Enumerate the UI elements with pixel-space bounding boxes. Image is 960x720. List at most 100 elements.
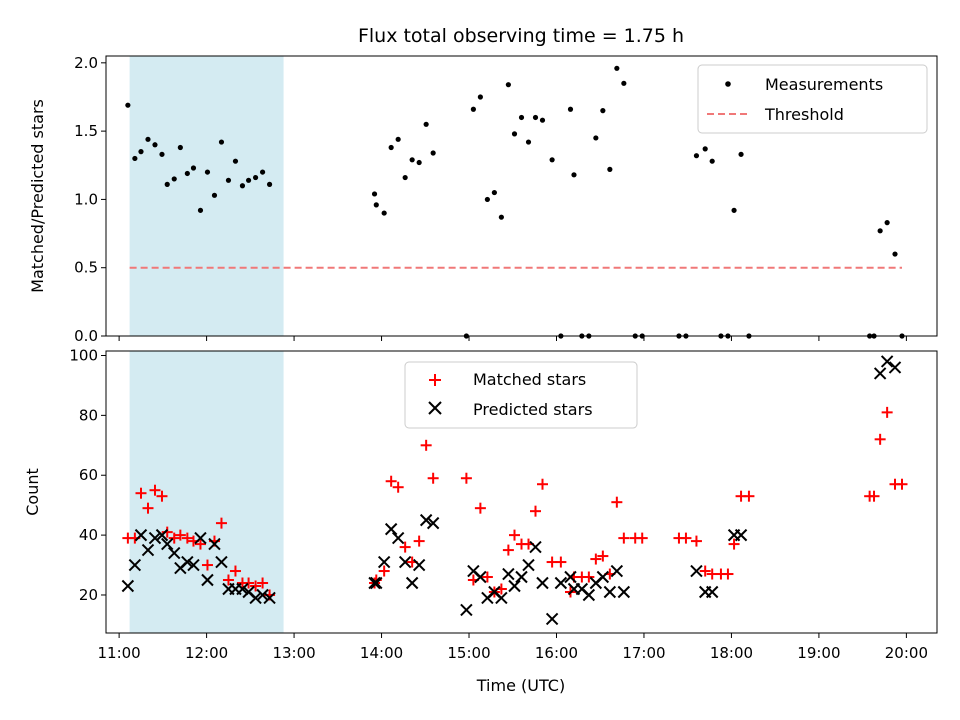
predicted-star-point [522, 558, 535, 572]
predicted-star-point [564, 570, 577, 584]
top-x-ticks [118, 336, 907, 341]
measurement-point [381, 210, 387, 216]
predicted-star-point [405, 576, 419, 590]
measurement-point [525, 139, 532, 145]
matched-star-point [257, 577, 269, 589]
matched-star-point [194, 538, 206, 550]
measurement-point [145, 136, 151, 142]
measurement-point [266, 181, 273, 187]
matched-star-point [728, 538, 740, 550]
bottom-axes-frame [105, 350, 938, 634]
measurement-point [484, 196, 490, 203]
matched-star-point [502, 544, 514, 556]
measurement-point [877, 228, 883, 234]
bottom-y-tick-label: 20 [79, 586, 98, 604]
legend-predicted-marker [428, 401, 442, 415]
top-y-tick-label: 0.5 [74, 259, 98, 277]
matched-star-point [509, 529, 521, 541]
legend-matched-label: Matched stars [473, 370, 586, 389]
bottom-y-ticks: 20 40 60 80 100 [69, 346, 106, 604]
predicted-star-point [617, 585, 631, 599]
predicted-star-point [529, 540, 542, 554]
predicted-star-point [201, 573, 214, 587]
predicted-star-point [495, 591, 508, 605]
x-tick-label: 14:00 [360, 644, 403, 662]
measurement-point [138, 149, 144, 155]
bottom-shaded-interval [129, 351, 284, 633]
x-tick-label: 19:00 [797, 644, 840, 662]
measurement-point [567, 106, 574, 112]
measurement-point [614, 65, 620, 71]
matched-star-point [636, 532, 648, 544]
matched-star-point [481, 571, 493, 583]
bottom-y-tick-label: 60 [79, 466, 98, 484]
bottom-legend-box [404, 361, 638, 429]
x-tick-label: 12:00 [185, 644, 228, 662]
predicted-star-point [880, 355, 894, 368]
measurement-point [470, 106, 476, 112]
measurement-point [225, 177, 232, 183]
top-legend-box [697, 64, 928, 134]
predicted-star-point [398, 555, 412, 569]
predicted-stars-points [121, 355, 902, 626]
measurement-point [177, 144, 183, 151]
matched-star-point [529, 505, 541, 517]
measurement-point [600, 108, 606, 114]
matched-star-point [229, 565, 241, 577]
bottom-y-tick-label: 100 [69, 346, 98, 364]
predicted-star-point [460, 603, 473, 617]
matched-star-point [474, 502, 486, 514]
predicted-star-point [208, 537, 221, 551]
predicted-star-point [215, 555, 228, 569]
x-axis-label: Time (UTC) [476, 676, 565, 695]
predicted-star-point [194, 531, 207, 545]
legend-threshold-label: Threshold [764, 105, 844, 124]
matched-star-point [536, 478, 548, 490]
measurement-point [884, 220, 890, 226]
measurement-point [702, 146, 708, 152]
x-tick-label: 16:00 [535, 644, 578, 662]
measurement-point [197, 207, 204, 213]
measurement-point [498, 214, 504, 220]
measurement-point [693, 153, 700, 159]
matched-star-point [868, 490, 880, 502]
measurement-point [395, 136, 401, 142]
top-panel: 0.00.51.01.52.0 Matched/Predicted stars … [28, 54, 938, 345]
top-y-tick-label: 0.0 [74, 327, 98, 345]
matched-star-point [420, 439, 432, 451]
measurement-point [416, 159, 422, 166]
matched-star-point [378, 565, 390, 577]
x-tick-label: 15:00 [447, 644, 490, 662]
top-y-tick-label: 1.0 [74, 190, 98, 208]
legend-matched-marker [429, 374, 441, 386]
predicted-star-point [121, 579, 135, 593]
predicted-star-point [888, 361, 902, 374]
matched-star-point [250, 580, 262, 592]
matched-star-point [722, 568, 734, 580]
measurement-point [132, 155, 138, 162]
predicted-star-point [236, 582, 249, 596]
predicted-star-point [705, 585, 719, 599]
top-y-ticks: 0.0 0.5 1.0 1.5 2.0 [74, 54, 106, 345]
predicted-star-point [263, 591, 276, 605]
predicted-star-point [690, 564, 703, 578]
measurement-point [159, 151, 165, 157]
matched-star-point [555, 556, 567, 568]
matched-star-point [392, 481, 404, 493]
measurement-point [152, 142, 158, 148]
top-shaded-interval [129, 56, 284, 336]
predicted-star-point [596, 570, 610, 584]
predicted-star-point [128, 558, 142, 572]
bottom-y-tick-label: 40 [79, 526, 98, 544]
x-tick-label: 13:00 [272, 644, 315, 662]
top-axes-frame [105, 55, 938, 337]
measurement-point [125, 102, 131, 108]
matched-star-point [699, 565, 711, 577]
bottom-y-axis-label: Count [23, 468, 42, 516]
legend-predicted-label: Predicted stars [473, 400, 593, 419]
measurement-point [593, 135, 599, 141]
x-tick-label: 11:00 [98, 644, 141, 662]
predicted-star-point [161, 537, 174, 551]
predicted-star-point [508, 579, 521, 593]
measurement-point [388, 144, 394, 151]
